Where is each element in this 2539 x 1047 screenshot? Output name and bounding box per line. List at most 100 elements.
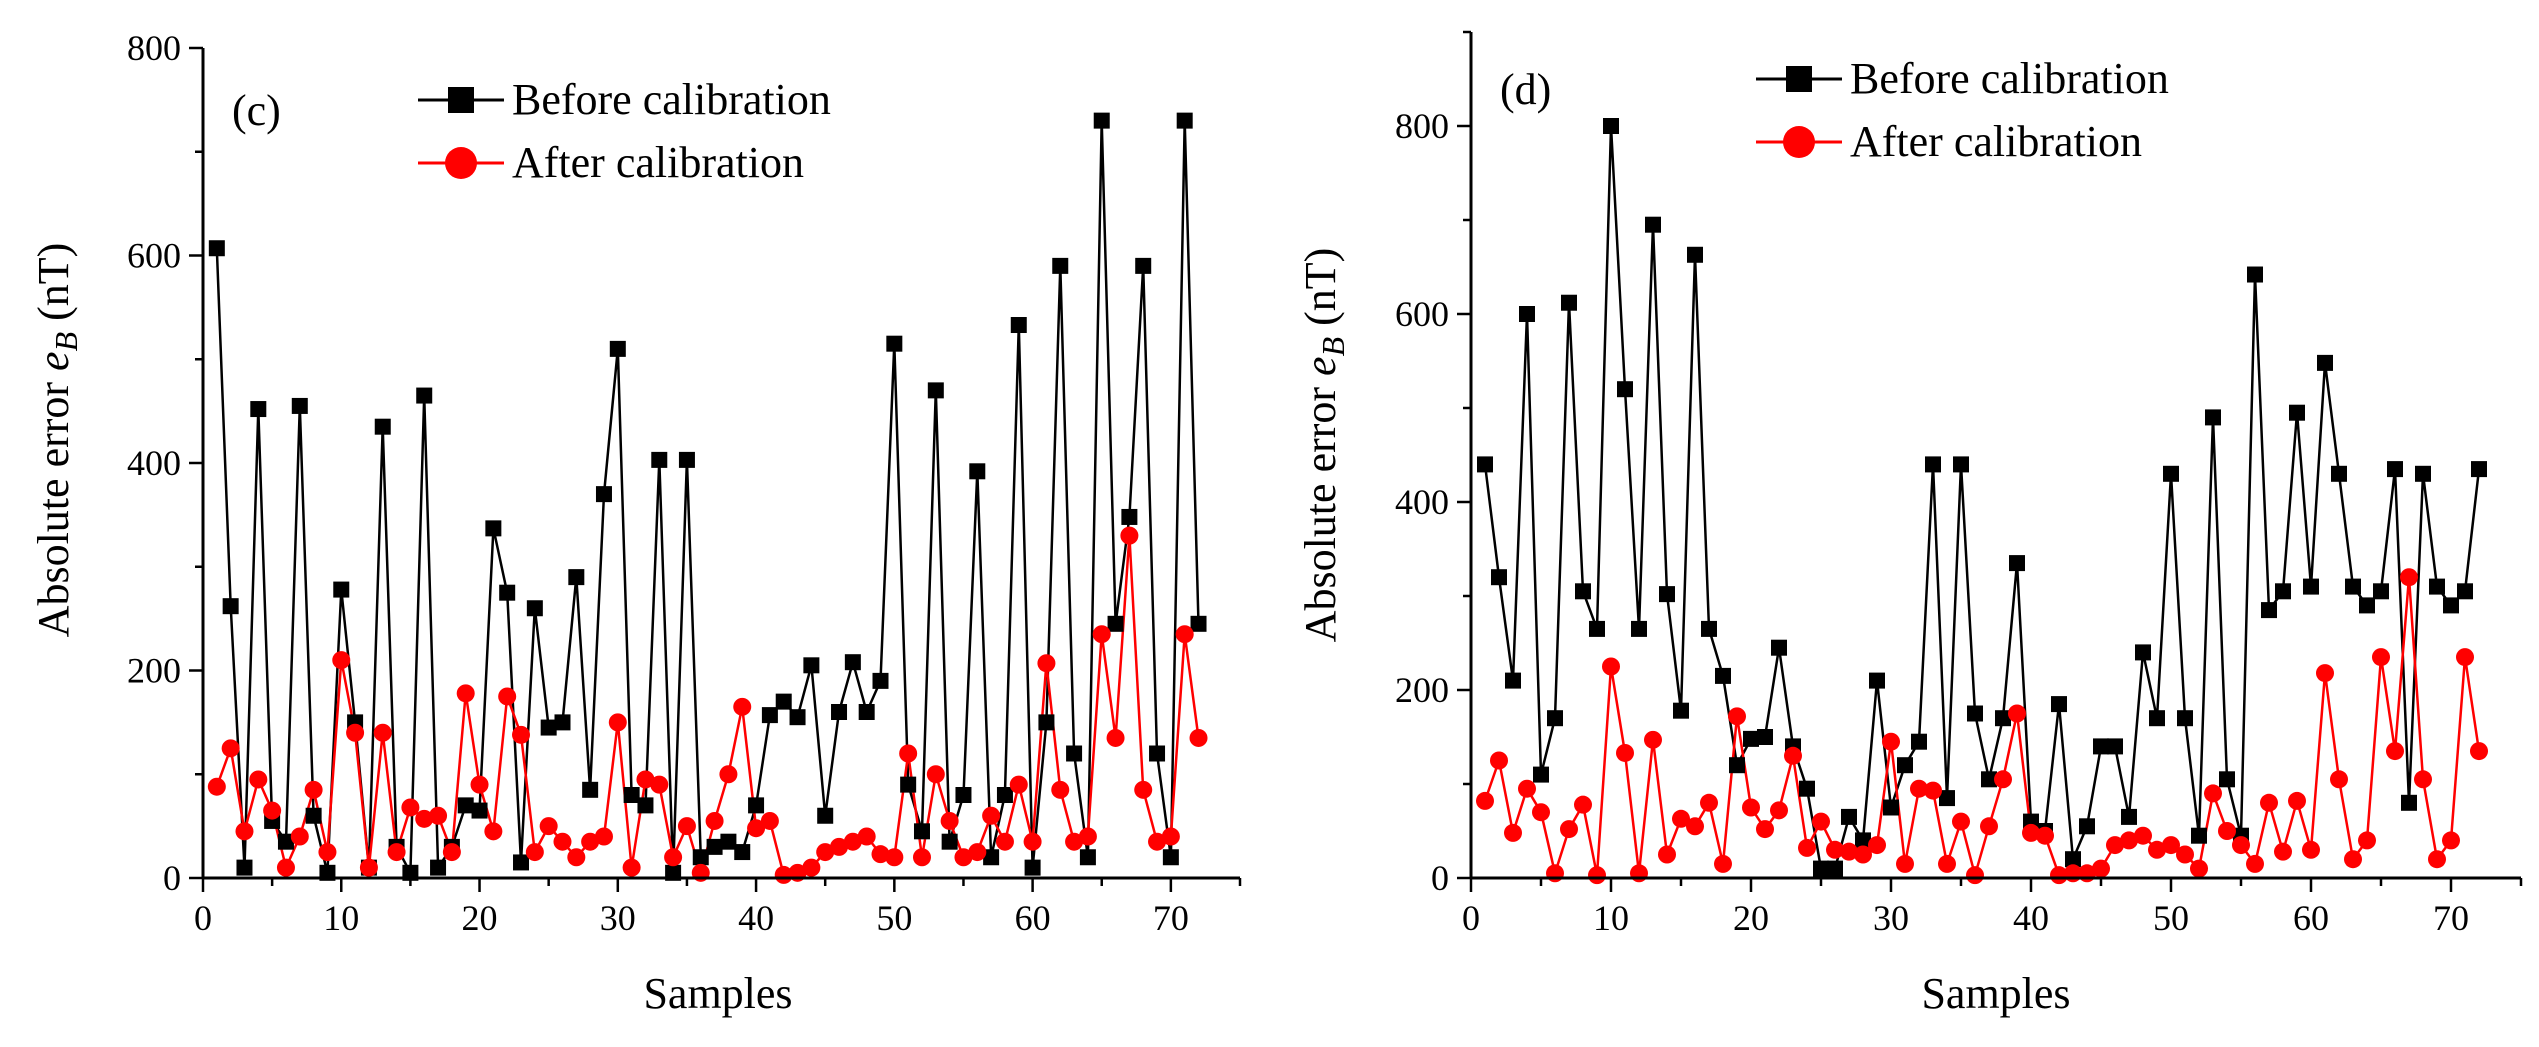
point-after-c [995,832,1014,851]
point-after-d [1854,845,1872,864]
legend-before-marker-c [448,87,474,113]
point-before-d [2471,461,2487,478]
point-after-d [2176,845,2194,864]
point-after-d [2120,831,2138,850]
point-after-d [2372,648,2390,667]
point-before-d [1771,639,1787,656]
point-before-c [540,719,557,736]
point-after-d [2302,840,2320,859]
series-line-before-c [215,119,1200,875]
x-tick-label-d: 30 [1873,898,1909,938]
ticks-c: 0 10 20 30 40 50 60 70 0 200 400 600 800 [127,28,1242,938]
point-after-d [1910,779,1928,798]
point-before-c [775,693,792,710]
x-tick-label-c: 20 [462,898,498,938]
point-before-d [2359,597,2375,614]
point-after-d [1616,743,1634,762]
point-after-c [705,811,724,830]
point-before-d [1589,620,1605,637]
x-tick-label-c: 40 [738,898,774,938]
point-before-d [1827,860,1843,877]
point-after-c [1009,775,1028,794]
point-before-c [333,581,350,598]
point-after-c [249,770,268,789]
chart-panel-d: 0 10 20 30 40 50 60 70 0 200 400 600 800 (d) Samples… [1296,30,2523,1018]
point-after-c [290,827,309,846]
legend-before-marker-d [1786,66,1812,92]
point-after-d [2442,831,2460,850]
point-after-d [1840,842,1858,861]
legend-after-label-c: After calibration [512,138,804,187]
point-before-d [2191,827,2207,844]
point-after-c [830,837,849,856]
point-after-c [1023,832,1042,851]
point-before-d [2345,578,2361,595]
point-before-d [2429,578,2445,595]
point-after-d [2456,648,2474,667]
point-after-d [1980,817,1998,836]
point-after-d [1896,854,1914,873]
point-after-d [1560,820,1578,839]
point-after-c [221,739,240,758]
point-before-d [1799,780,1815,797]
point-after-d [1994,770,2012,789]
point-after-c [484,822,503,841]
point-after-d [1672,809,1690,828]
point-after-d [1490,751,1508,770]
point-before-d [1911,733,1927,750]
point-before-d [2443,597,2459,614]
plot-area-d [1476,118,2488,885]
point-before-c [208,240,225,257]
chart-panel-c: 0 10 20 30 40 50 60 70 0 200 400 600 800 (c) Samples… [29,28,1242,1018]
point-before-c [1190,615,1207,632]
point-before-d [1519,306,1535,322]
point-before-d [1953,456,1969,473]
point-after-c [304,780,323,799]
point-after-c [857,827,876,846]
point-before-c [513,854,530,871]
point-after-c [318,843,337,862]
point-after-c [276,858,295,877]
y-tick-label-d: 600 [1395,294,1449,334]
point-before-c [568,569,585,586]
y-axis-title-prefix-c: Absolute error [29,371,78,637]
point-after-c [263,801,282,820]
x-tick-label-d: 50 [2153,898,2189,938]
point-after-c [733,697,752,716]
point-after-d [1714,854,1732,873]
point-before-c [996,787,1013,803]
point-before-d [2177,710,2193,727]
point-before-c [1162,849,1179,866]
point-after-d [1812,812,1830,831]
point-after-d [1742,798,1760,817]
point-before-c [305,807,322,824]
point-before-d [1561,294,1577,311]
point-after-d [2386,742,2404,761]
point-before-d [2247,266,2263,283]
point-after-d [2288,791,2306,810]
point-after-d [2106,836,2124,855]
point-before-c [277,833,294,850]
x-tick-label-d: 60 [2293,898,2329,938]
point-after-c [899,744,918,763]
point-after-d [1756,820,1774,839]
point-after-d [1588,866,1606,885]
y-tick-label-c: 400 [127,443,181,483]
point-after-d [2036,826,2054,845]
point-after-c [512,725,531,744]
x-tick-label-c: 10 [323,898,359,938]
legend-before-label-c: Before calibration [512,75,831,124]
point-before-d [1967,705,1983,722]
axes-frame-c [201,48,1240,880]
x-tick-label-d: 70 [2433,898,2469,938]
point-after-c [1037,654,1056,673]
point-before-d [1883,799,1899,816]
point-before-c [1149,745,1166,762]
point-after-d [1546,864,1564,883]
series-line-before-d [1483,124,2481,870]
point-before-d [2331,465,2347,482]
point-after-d [2134,826,2152,845]
point-after-d [1574,795,1592,814]
point-before-d [1603,118,1619,134]
